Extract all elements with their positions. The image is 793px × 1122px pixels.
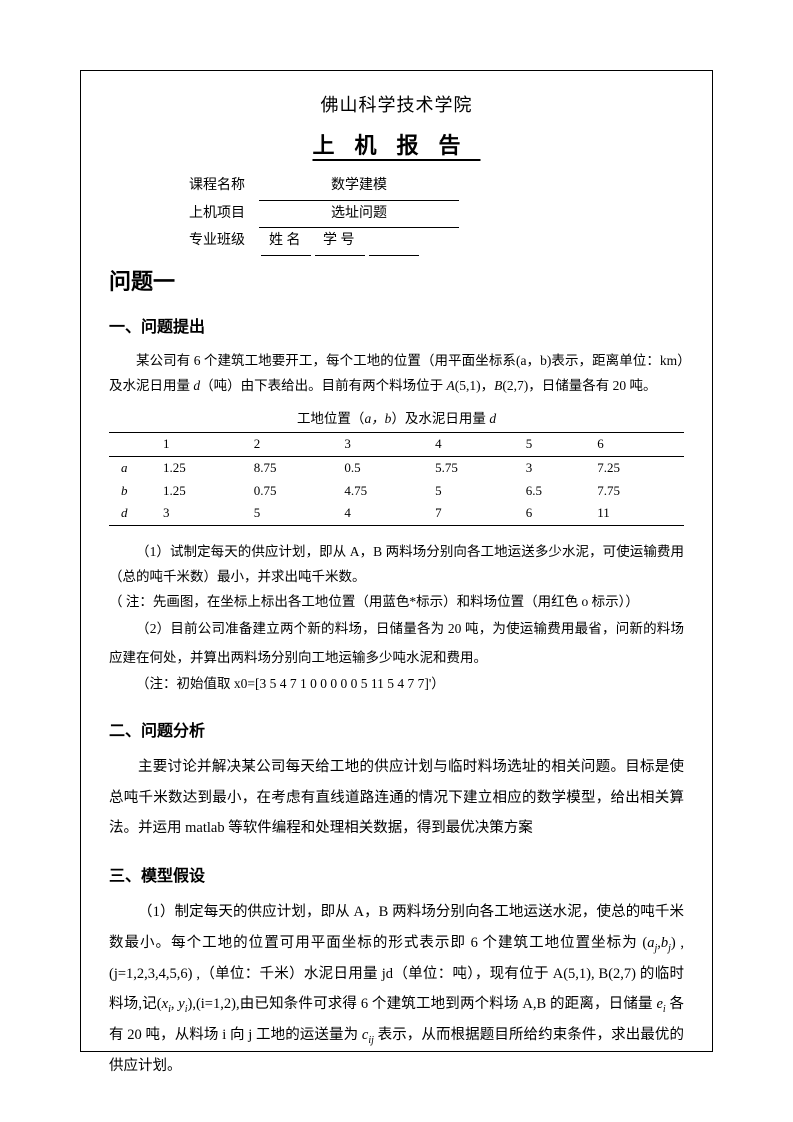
data-table: 1 2 3 4 5 6 a 1.25 8.75 0.5 5.75 3 7.25 … bbox=[109, 432, 684, 526]
info-block: 课程名称 数学建模 上机项目 选址问题 专业班级 姓 名 学 号 bbox=[189, 173, 684, 256]
s2-para1: 主要讨论并解决某公司每天给工地的供应计划与临时料场选址的相关问题。目标是使总吨千… bbox=[109, 752, 684, 843]
name-label: 姓 名 bbox=[261, 228, 311, 256]
school-name: 佛山科学技术学院 bbox=[109, 91, 684, 120]
col-1: 1 bbox=[159, 433, 250, 457]
class-label: 专业班级 bbox=[189, 228, 259, 255]
course-label: 课程名称 bbox=[189, 173, 259, 200]
course-value: 数学建模 bbox=[259, 173, 459, 201]
cell-b3: 4.75 bbox=[340, 480, 431, 503]
id-blank bbox=[369, 228, 419, 256]
section-3-title: 三、模型假设 bbox=[109, 864, 684, 890]
cell-a6: 7.25 bbox=[593, 456, 684, 479]
cell-a2: 8.75 bbox=[250, 456, 341, 479]
cell-b1: 1.25 bbox=[159, 480, 250, 503]
cell-a4: 5.75 bbox=[431, 456, 522, 479]
col-6: 6 bbox=[593, 433, 684, 457]
cell-b4: 5 bbox=[431, 480, 522, 503]
table-caption: 工地位置（a，b）及水泥日用量 d bbox=[109, 408, 684, 430]
project-value: 选址问题 bbox=[259, 201, 459, 229]
s3-para1: （1）制定每天的供应计划，即从 A，B 两料场分别向各工地运送水泥，使总的吨千米… bbox=[109, 897, 684, 1081]
section-1-title: 一、问题提出 bbox=[109, 315, 684, 341]
cell-a5: 3 bbox=[522, 456, 594, 479]
col-5: 5 bbox=[522, 433, 594, 457]
s1-para3: （ 注：先画图，在坐标上标出各工地位置（用蓝色*标示）和料场位置（用红色 o 标… bbox=[109, 590, 684, 615]
project-label: 上机项目 bbox=[189, 201, 259, 228]
col-2: 2 bbox=[250, 433, 341, 457]
cell-d4: 7 bbox=[431, 502, 522, 525]
cell-d2: 5 bbox=[250, 502, 341, 525]
s1-para2: （1）试制定每天的供应计划，即从 A，B 两料场分别向各工地运送多少水泥，可使运… bbox=[109, 540, 684, 590]
cell-d5: 6 bbox=[522, 502, 594, 525]
cell-b6: 7.75 bbox=[593, 480, 684, 503]
report-title: 上机报告 bbox=[109, 128, 684, 163]
section-2-title: 二、问题分析 bbox=[109, 719, 684, 745]
s1-para4: （2）目前公司准备建立两个新的料场，日储量各为 20 吨，为使运输费用最省，问新… bbox=[109, 615, 684, 672]
row-a-head: a bbox=[109, 456, 159, 479]
row-d-head: d bbox=[109, 502, 159, 525]
cell-d3: 4 bbox=[340, 502, 431, 525]
s1-para5: （注：初始值取 x0=[3 5 4 7 1 0 0 0 0 0 5 11 5 4… bbox=[109, 672, 684, 697]
cell-b2: 0.75 bbox=[250, 480, 341, 503]
page-border: 佛山科学技术学院 上机报告 课程名称 数学建模 上机项目 选址问题 专业班级 姓… bbox=[80, 70, 713, 1052]
id-label: 学 号 bbox=[315, 228, 365, 256]
s1-para1: 某公司有 6 个建筑工地要开工，每个工地的位置（用平面坐标系(a，b)表示，距离… bbox=[109, 349, 684, 399]
cell-d1: 3 bbox=[159, 502, 250, 525]
cell-a3: 0.5 bbox=[340, 456, 431, 479]
cell-b5: 6.5 bbox=[522, 480, 594, 503]
col-4: 4 bbox=[431, 433, 522, 457]
row-b-head: b bbox=[109, 480, 159, 503]
cell-d6: 11 bbox=[593, 502, 684, 525]
col-3: 3 bbox=[340, 433, 431, 457]
question-one-title: 问题一 bbox=[109, 264, 684, 299]
cell-a1: 1.25 bbox=[159, 456, 250, 479]
